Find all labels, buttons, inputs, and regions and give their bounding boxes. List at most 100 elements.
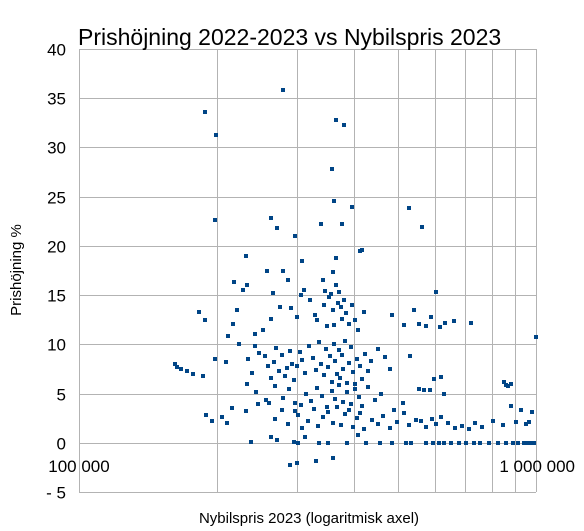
data-point xyxy=(353,382,357,386)
data-point xyxy=(226,334,230,338)
data-point xyxy=(422,388,426,392)
data-point xyxy=(402,323,406,327)
data-point xyxy=(287,387,291,391)
data-point xyxy=(286,422,290,426)
data-point xyxy=(439,415,443,419)
data-point xyxy=(264,398,268,402)
data-point xyxy=(326,410,330,414)
data-point xyxy=(244,409,248,413)
data-point xyxy=(358,364,362,368)
data-point xyxy=(324,347,328,351)
data-point xyxy=(315,318,319,322)
data-point xyxy=(273,417,277,421)
data-point xyxy=(341,367,345,371)
data-point xyxy=(325,324,329,328)
data-point xyxy=(333,359,337,363)
data-point xyxy=(366,385,370,389)
data-point xyxy=(363,352,367,356)
data-point xyxy=(532,441,536,445)
gridlines xyxy=(79,49,537,493)
data-point xyxy=(530,410,534,414)
data-point xyxy=(395,420,399,424)
data-point xyxy=(452,319,456,323)
data-point xyxy=(522,441,526,445)
data-point xyxy=(509,404,513,408)
data-point xyxy=(525,441,529,445)
data-point xyxy=(343,412,347,416)
data-point xyxy=(278,305,282,309)
data-point xyxy=(245,283,249,287)
data-point xyxy=(342,298,346,302)
data-point xyxy=(325,405,329,409)
data-point xyxy=(313,313,317,317)
data-point xyxy=(319,362,323,366)
data-point xyxy=(298,350,302,354)
data-point xyxy=(417,322,421,326)
data-point xyxy=(496,441,500,445)
data-point xyxy=(401,401,405,405)
data-point xyxy=(230,406,234,410)
data-point xyxy=(457,441,461,445)
data-point xyxy=(402,411,406,415)
data-point xyxy=(281,396,285,400)
data-point xyxy=(203,318,207,322)
data-point xyxy=(355,416,359,420)
data-point xyxy=(373,398,377,402)
data-point xyxy=(179,367,183,371)
data-point xyxy=(390,441,394,445)
data-point xyxy=(509,382,513,386)
data-point xyxy=(249,440,253,444)
data-point xyxy=(428,388,432,392)
data-point xyxy=(506,384,510,388)
data-point xyxy=(285,366,289,370)
data-point xyxy=(332,323,336,327)
data-point xyxy=(330,389,334,393)
data-point xyxy=(232,280,236,284)
data-point xyxy=(303,371,307,375)
data-point xyxy=(516,441,520,445)
data-point xyxy=(420,225,424,229)
data-point xyxy=(443,321,447,325)
data-point xyxy=(360,248,364,252)
data-point xyxy=(437,441,441,445)
data-point xyxy=(353,387,357,391)
x-tick-label: 100 000 xyxy=(48,457,109,476)
data-point xyxy=(527,420,531,424)
data-point xyxy=(241,288,245,292)
data-point xyxy=(412,308,416,312)
data-point xyxy=(250,371,254,375)
data-point xyxy=(347,361,351,365)
data-point xyxy=(343,339,347,343)
data-point xyxy=(376,347,380,351)
data-point xyxy=(419,419,423,423)
data-point xyxy=(524,422,528,426)
data-point xyxy=(257,351,261,355)
data-point xyxy=(335,372,339,376)
data-point xyxy=(275,226,279,230)
data-point xyxy=(334,256,338,260)
data-point xyxy=(272,360,276,364)
data-point xyxy=(404,441,408,445)
data-point xyxy=(351,370,355,374)
data-point xyxy=(338,376,342,380)
data-point xyxy=(263,354,267,358)
data-point xyxy=(337,383,341,387)
data-point xyxy=(369,359,373,363)
data-point xyxy=(244,254,248,258)
y-tick-label: 40 xyxy=(47,41,66,60)
data-point xyxy=(191,372,195,376)
data-point xyxy=(331,270,335,274)
data-point xyxy=(322,373,326,377)
data-point xyxy=(329,292,333,296)
data-point xyxy=(480,425,484,429)
data-point xyxy=(224,360,228,364)
data-point xyxy=(464,441,468,445)
data-point xyxy=(407,423,411,427)
data-point xyxy=(281,269,285,273)
data-point xyxy=(442,441,446,445)
data-point xyxy=(340,222,344,226)
y-tick-label: 0 xyxy=(57,435,66,454)
data-point xyxy=(300,358,304,362)
y-tick-label: 15 xyxy=(47,287,66,306)
